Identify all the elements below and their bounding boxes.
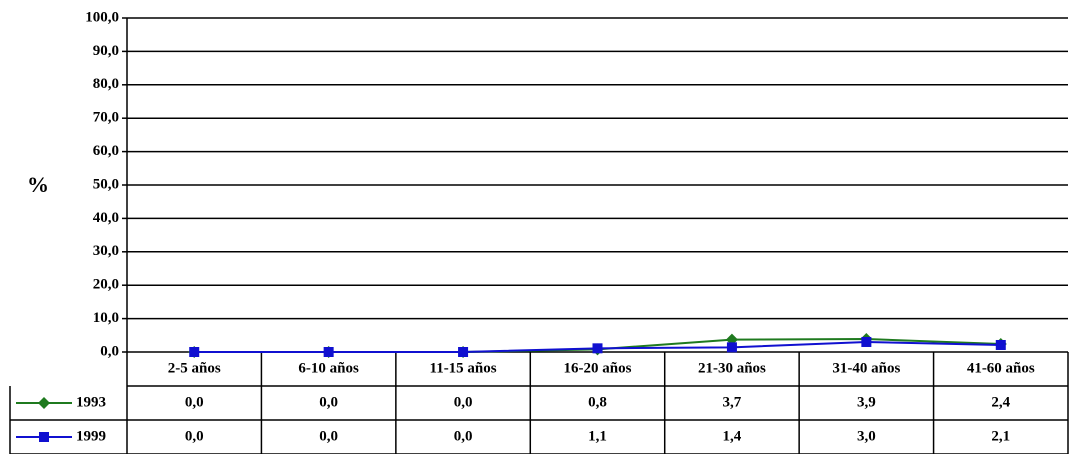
legend-label: 1993 (76, 394, 106, 410)
y-tick-label: 20,0 (93, 277, 119, 293)
y-tick-label: 30,0 (93, 243, 119, 259)
x-tick-label: 2-5 años (168, 360, 221, 376)
x-tick-label: 41-60 años (967, 360, 1035, 376)
marker (995, 339, 1006, 350)
table-value: 0,0 (319, 428, 338, 444)
y-axis-label: % (27, 172, 49, 197)
legend-marker (39, 432, 49, 442)
table-value: 0,8 (588, 394, 607, 410)
table-value: 0,0 (454, 428, 473, 444)
marker (458, 347, 469, 357)
marker (726, 342, 737, 353)
table-value: 3,9 (857, 394, 876, 410)
table-value: 0,0 (319, 394, 338, 410)
y-tick-label: 100,0 (85, 9, 119, 25)
table-value: 2,4 (991, 394, 1010, 410)
y-tick-label: 60,0 (93, 143, 119, 159)
x-tick-label: 31-40 años (832, 360, 900, 376)
x-tick-label: 11-15 años (430, 360, 497, 376)
table-value: 0,0 (185, 428, 204, 444)
marker (189, 347, 200, 357)
table-value: 3,7 (723, 394, 742, 410)
legend-marker (38, 397, 50, 409)
table-value: 2,1 (991, 428, 1010, 444)
y-tick-label: 10,0 (93, 310, 119, 326)
y-tick-label: 80,0 (93, 76, 119, 92)
y-tick-label: 90,0 (93, 43, 119, 59)
table-value: 1,4 (723, 428, 742, 444)
table-value: 0,0 (185, 394, 204, 410)
table-value: 0,0 (454, 394, 473, 410)
y-tick-label: 40,0 (93, 210, 119, 226)
x-tick-label: 6-10 años (298, 360, 359, 376)
legend-label: 1999 (76, 428, 106, 444)
y-tick-label: 0,0 (100, 343, 119, 359)
y-tick-label: 70,0 (93, 110, 119, 126)
x-tick-label: 16-20 años (564, 360, 632, 376)
x-tick-label: 21-30 años (698, 360, 766, 376)
table-value: 1,1 (588, 428, 607, 444)
y-tick-label: 50,0 (93, 176, 119, 192)
marker (323, 347, 334, 357)
table-value: 3,0 (857, 428, 876, 444)
marker (592, 343, 603, 354)
marker (861, 336, 872, 347)
